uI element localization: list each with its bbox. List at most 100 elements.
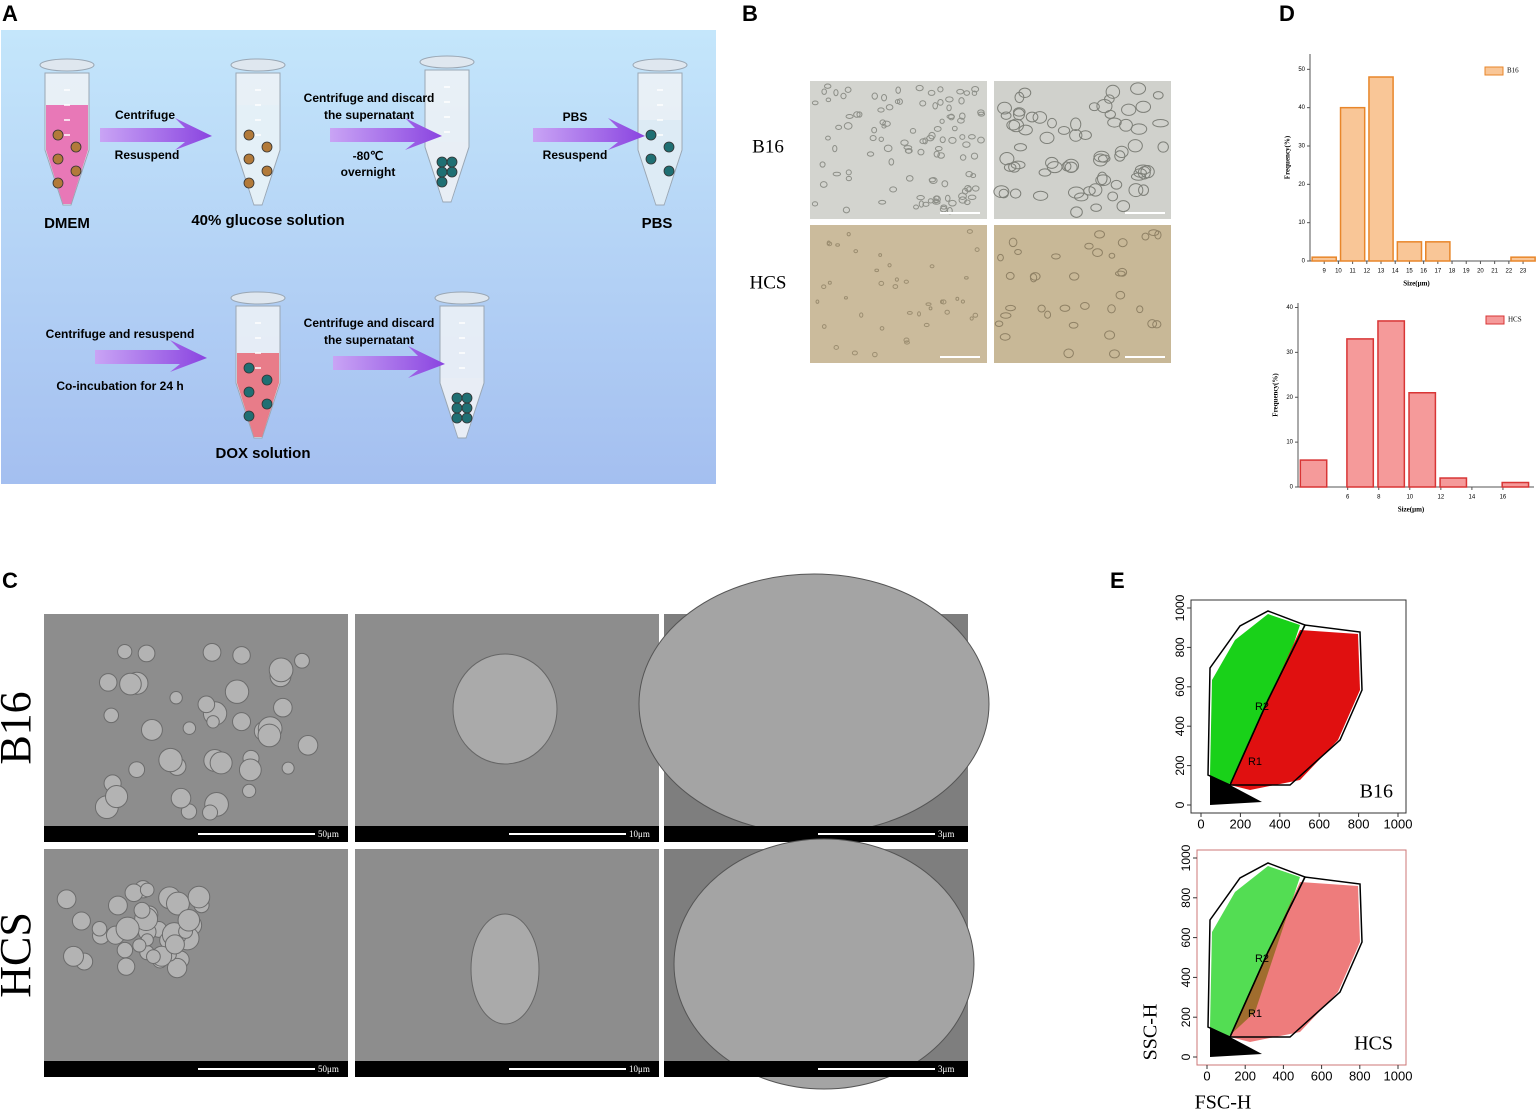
cell — [1044, 310, 1052, 319]
bar — [1339, 106, 1366, 262]
cell-cluster — [170, 787, 192, 809]
cell — [962, 141, 971, 148]
cell — [436, 156, 448, 168]
cell — [883, 144, 893, 153]
cell — [866, 151, 875, 157]
cell — [645, 153, 657, 165]
cell — [843, 122, 853, 130]
cell — [845, 169, 852, 176]
cell — [872, 351, 878, 358]
cell — [821, 88, 827, 95]
cell — [1045, 156, 1059, 169]
arrow — [533, 118, 645, 150]
cell-cluster — [158, 747, 183, 773]
cell — [923, 322, 930, 328]
cell — [1105, 84, 1121, 99]
cell — [871, 126, 878, 134]
x-tick-label: 8 — [1377, 495, 1381, 501]
cell — [946, 114, 955, 120]
cell-cluster — [71, 911, 91, 931]
cell — [871, 92, 878, 100]
cell — [945, 96, 954, 103]
cell-cluster — [297, 735, 319, 756]
cell — [977, 136, 985, 144]
cell-cluster — [177, 909, 201, 932]
cell-cluster — [56, 889, 77, 910]
cell — [925, 302, 932, 306]
cell — [1014, 91, 1025, 104]
x-tick-label: 16 — [1500, 495, 1507, 501]
cell — [663, 165, 675, 177]
bar — [1425, 241, 1451, 262]
cell — [1003, 162, 1017, 172]
cell — [894, 99, 901, 105]
cell — [970, 173, 977, 179]
cell — [1051, 253, 1061, 260]
scale-bar-strip — [664, 1061, 968, 1077]
cell — [934, 145, 943, 152]
y-tick-label: 20 — [1298, 182, 1305, 188]
x-tick-label: 23 — [1520, 269, 1527, 275]
cell — [1097, 154, 1111, 163]
cell — [844, 86, 852, 93]
cell — [243, 362, 255, 374]
cell — [944, 194, 951, 202]
bar — [1396, 241, 1423, 262]
tubes — [39, 55, 688, 439]
cell-cluster — [105, 785, 129, 809]
cell — [1018, 124, 1033, 136]
x-tick-label: 800 — [1349, 1068, 1371, 1083]
cell — [895, 86, 901, 94]
cell — [825, 135, 831, 141]
cell — [1010, 160, 1026, 170]
cell-cluster — [281, 761, 295, 775]
x-tick-label: 800 — [1348, 816, 1370, 831]
cell — [881, 123, 887, 129]
cell — [1000, 111, 1012, 120]
cell — [957, 117, 965, 124]
cell — [971, 86, 980, 93]
cell — [451, 402, 463, 414]
cell — [1009, 188, 1022, 199]
tube — [230, 291, 286, 439]
panel-e: R2 R1 B16 0 200 400 600 800 1000 0 200 400 600 800 100… — [1173, 594, 1412, 1083]
cell — [1039, 131, 1055, 145]
cell — [819, 181, 828, 188]
cell — [997, 253, 1004, 262]
cell — [70, 141, 82, 153]
cell — [896, 98, 903, 105]
bar — [1439, 477, 1468, 488]
x-tick-label: 13 — [1378, 269, 1385, 275]
cell-cluster — [202, 642, 222, 662]
step-text: the supernatant — [324, 108, 414, 122]
cell — [811, 201, 819, 207]
solution-label: PBS — [642, 215, 673, 232]
cell — [821, 324, 827, 329]
cell — [243, 129, 255, 141]
x-tick-label: 12 — [1363, 269, 1370, 275]
x-tick-label: 19 — [1463, 269, 1470, 275]
cell — [878, 136, 884, 142]
tube-cap — [230, 58, 286, 72]
panel-a: Centrifuge Resuspend DMEM 40% glucose so… — [1, 30, 716, 484]
row-label: HCS — [750, 272, 787, 293]
cell — [1096, 171, 1108, 186]
scale-bar-label: 50μm — [318, 829, 339, 839]
cell — [1107, 191, 1119, 202]
sem-image — [44, 614, 348, 826]
cell — [1116, 200, 1131, 213]
solution-label: DMEM — [44, 215, 90, 232]
tube — [419, 55, 475, 203]
y-tick-label: 600 — [1179, 927, 1193, 947]
cell — [853, 249, 859, 254]
cell-cluster — [128, 761, 146, 779]
cell — [1088, 183, 1103, 197]
cell — [928, 177, 936, 183]
cell — [1090, 203, 1102, 212]
y-tick-label: 400 — [1173, 716, 1187, 736]
cell — [1108, 252, 1116, 259]
cell — [903, 145, 913, 150]
x-tick-label: 200 — [1230, 816, 1252, 831]
tube-cap — [434, 291, 490, 305]
cell — [825, 97, 832, 103]
